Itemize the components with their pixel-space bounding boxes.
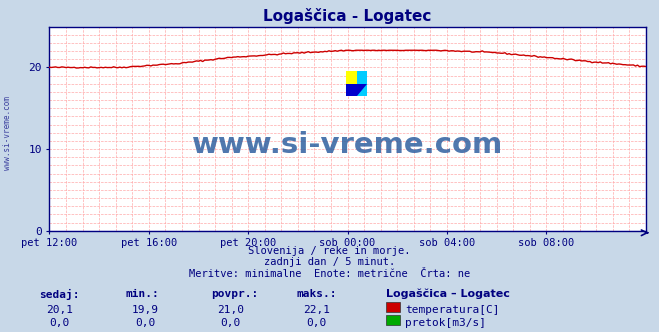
Text: sedaj:: sedaj:: [40, 289, 80, 300]
Text: 0,0: 0,0: [221, 318, 241, 328]
Text: min.:: min.:: [125, 289, 159, 299]
Text: povpr.:: povpr.:: [211, 289, 258, 299]
Text: 19,9: 19,9: [132, 305, 158, 315]
Polygon shape: [357, 84, 367, 96]
Polygon shape: [357, 71, 367, 84]
Title: Logaščica - Logatec: Logaščica - Logatec: [264, 8, 432, 24]
Polygon shape: [346, 84, 367, 96]
Text: 0,0: 0,0: [135, 318, 155, 328]
Text: 21,0: 21,0: [217, 305, 244, 315]
Text: www.si-vreme.com: www.si-vreme.com: [3, 96, 13, 170]
Text: pretok[m3/s]: pretok[m3/s]: [405, 318, 486, 328]
Text: 0,0: 0,0: [306, 318, 326, 328]
Text: 0,0: 0,0: [49, 318, 69, 328]
Text: temperatura[C]: temperatura[C]: [405, 305, 500, 315]
Text: Meritve: minimalne  Enote: metrične  Črta: ne: Meritve: minimalne Enote: metrične Črta:…: [189, 269, 470, 279]
Text: zadnji dan / 5 minut.: zadnji dan / 5 minut.: [264, 257, 395, 267]
Text: Slovenija / reke in morje.: Slovenija / reke in morje.: [248, 246, 411, 256]
Text: Logaščica – Logatec: Logaščica – Logatec: [386, 289, 509, 299]
Text: 20,1: 20,1: [46, 305, 72, 315]
Text: www.si-vreme.com: www.si-vreme.com: [192, 131, 503, 159]
Text: maks.:: maks.:: [297, 289, 337, 299]
Text: 22,1: 22,1: [303, 305, 330, 315]
Polygon shape: [346, 71, 357, 84]
